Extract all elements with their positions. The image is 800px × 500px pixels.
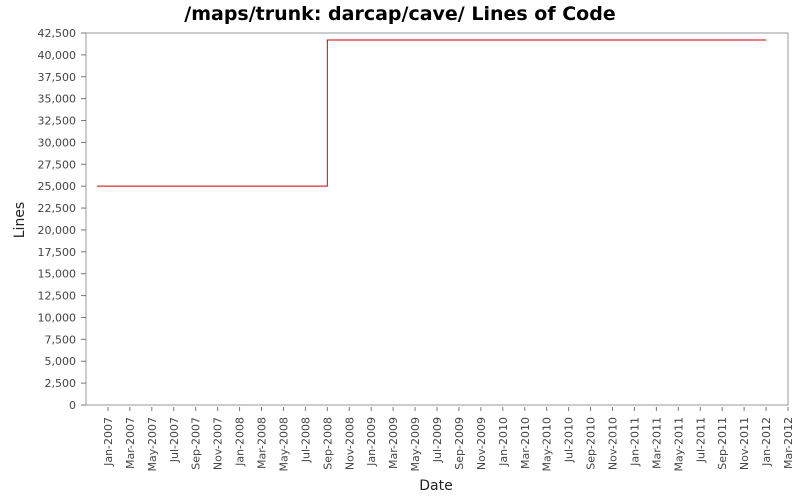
y-tick-label: 32,500 [38, 115, 77, 128]
x-tick-label: May-2008 [277, 417, 290, 472]
y-tick-label: 12,500 [38, 290, 77, 303]
y-tick-label: 15,000 [38, 268, 77, 281]
x-tick-label: May-2009 [409, 417, 422, 472]
x-tick-label: Mar-2010 [519, 417, 532, 469]
x-tick-label: Jul-2010 [563, 417, 576, 463]
x-tick-label: Jan-2008 [234, 417, 247, 467]
x-tick-label: Mar-2012 [782, 417, 795, 469]
x-tick-label: Mar-2009 [387, 417, 400, 469]
y-tick-label: 42,500 [38, 27, 77, 40]
y-tick-label: 7,500 [45, 333, 77, 346]
y-tick-label: 22,500 [38, 202, 77, 215]
x-tick-label: May-2010 [541, 417, 554, 472]
x-tick-label: Nov-2007 [212, 417, 225, 470]
y-tick-label: 35,000 [38, 93, 77, 106]
x-tick-label: Jul-2009 [431, 417, 444, 463]
x-tick-label: Sep-2008 [321, 417, 334, 470]
y-tick-label: 40,000 [38, 49, 77, 62]
chart-title: /maps/trunk: darcap/cave/ Lines of Code [184, 3, 615, 25]
x-tick-label: Nov-2008 [343, 417, 356, 470]
x-tick-label: Nov-2011 [738, 417, 751, 470]
plot-border [85, 32, 789, 406]
y-axis-label: Lines [12, 202, 28, 238]
y-tick-label: 30,000 [38, 136, 77, 149]
x-tick-label: Nov-2010 [607, 417, 620, 470]
y-tick-label: 20,000 [38, 224, 77, 237]
y-tick-label: 37,500 [38, 71, 77, 84]
line [96, 39, 767, 187]
y-tick-label: 5,000 [45, 355, 77, 368]
x-tick-label: Jul-2007 [168, 417, 181, 463]
x-tick-label: Jan-2009 [365, 417, 378, 467]
y-tick-label: 2,500 [45, 377, 77, 390]
y-tick-label: 25,000 [38, 180, 77, 193]
y-tick-label: 17,500 [38, 246, 77, 259]
x-tick-label: Nov-2009 [475, 417, 488, 470]
x-tick-label: Mar-2007 [124, 417, 137, 469]
x-axis-label: Date [419, 478, 452, 494]
y-tick-label: 0 [69, 399, 76, 412]
x-tick-label: Jan-2007 [102, 417, 115, 467]
x-tick-label: Jan-2010 [497, 417, 510, 467]
x-tick-label: Jul-2008 [299, 417, 312, 463]
x-tick-label: May-2007 [146, 417, 159, 472]
x-tick-label: Sep-2009 [453, 417, 466, 470]
y-tick-label: 27,500 [38, 158, 77, 171]
x-tick-label: May-2011 [672, 417, 685, 472]
x-tick-label: Jan-2012 [760, 417, 773, 467]
y-tick-label: 10,000 [38, 311, 77, 324]
x-tick-label: Jan-2011 [628, 417, 641, 467]
x-tick-label: Mar-2008 [256, 417, 269, 469]
x-tick-label: Mar-2011 [650, 417, 663, 469]
x-tick-label: Sep-2007 [190, 417, 203, 470]
x-tick-label: Sep-2010 [585, 417, 598, 470]
x-tick-label: Sep-2011 [716, 417, 729, 470]
x-tick-label: Jul-2011 [694, 417, 707, 463]
